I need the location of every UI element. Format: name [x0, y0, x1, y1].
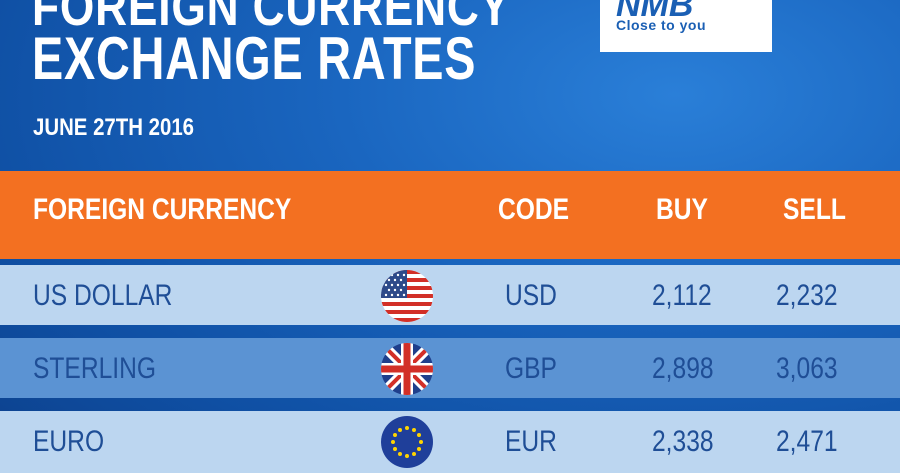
uk-flag-icon	[381, 343, 433, 395]
date-label: JUNE 27TH 2016	[33, 114, 195, 141]
logo-mark: NMB	[616, 0, 694, 24]
currency-code: GBP	[505, 352, 557, 385]
currency-name: EURO	[33, 425, 105, 458]
currency-name: STERLING	[33, 352, 157, 385]
buy-rate: 2,898	[652, 352, 714, 385]
column-header-sell: SELL	[783, 193, 846, 226]
currency-name: US DOLLAR	[33, 279, 173, 312]
buy-rate: 2,112	[652, 279, 712, 312]
eu-flag-icon	[381, 416, 433, 468]
table-row: US DOLLAR USD 2,112 2,232	[0, 265, 900, 325]
us-flag-icon	[381, 270, 433, 322]
column-header-buy: BUY	[656, 193, 708, 226]
sell-rate: 3,063	[776, 352, 838, 385]
nmb-logo: NMB Close to you	[600, 0, 772, 52]
column-header-currency: FOREIGN CURRENCY	[33, 193, 292, 226]
currency-code: EUR	[505, 425, 557, 458]
currency-code: USD	[505, 279, 557, 312]
buy-rate: 2,338	[652, 425, 714, 458]
column-header-code: CODE	[498, 193, 570, 226]
page-title: EXCHANGE RATES	[32, 25, 477, 92]
sell-rate: 2,232	[776, 279, 838, 312]
table-row: EURO EUR 2,338 2,471	[0, 411, 900, 473]
table-header: FOREIGN CURRENCY CODE BUY SELL	[0, 171, 900, 259]
sell-rate: 2,471	[776, 425, 838, 458]
table-row: STERLING GBP 2,898 3,063	[0, 338, 900, 398]
title-top-line: FOREIGN CURRENCY	[32, 0, 511, 37]
logo-tagline: Close to you	[616, 17, 707, 33]
